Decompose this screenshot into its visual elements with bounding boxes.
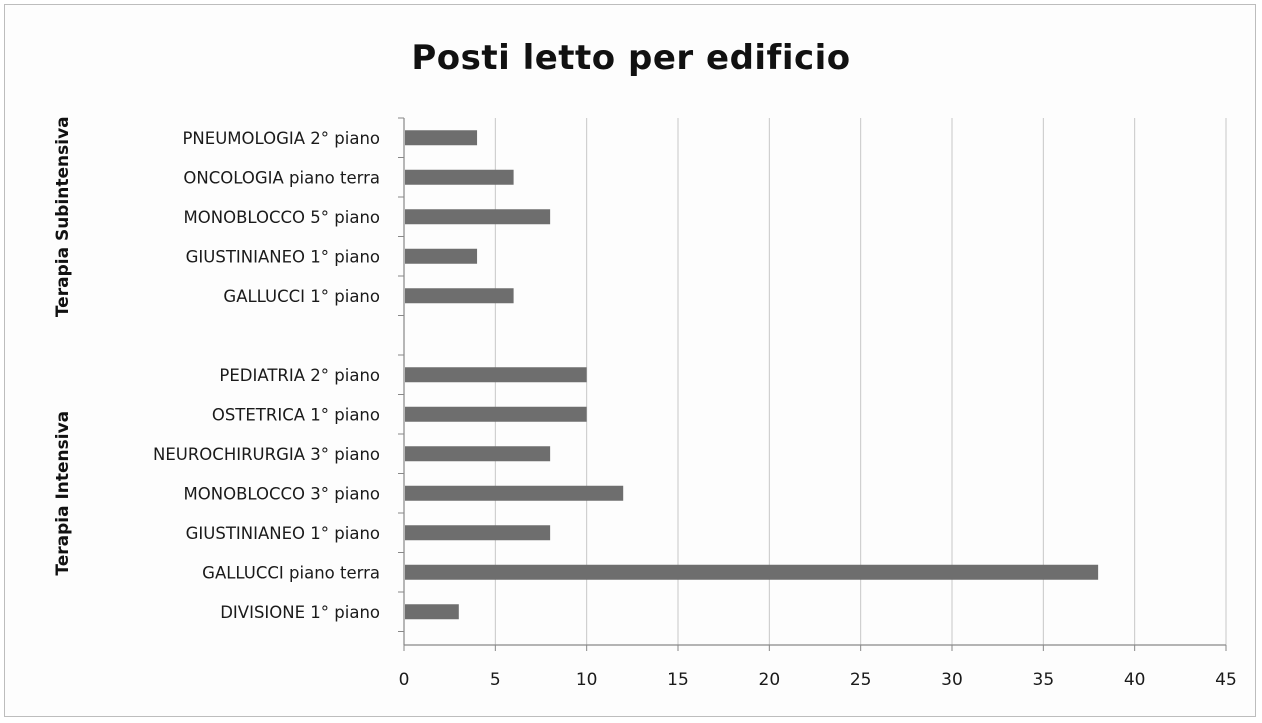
- bar: [405, 525, 551, 541]
- x-tick-label: 5: [490, 670, 501, 690]
- bar: [405, 604, 459, 620]
- x-tick-label: 30: [941, 670, 963, 690]
- x-tick-label: 25: [850, 670, 872, 690]
- category-label: GIUSTINIANEO 1° piano: [186, 247, 380, 266]
- x-tick-label: 20: [759, 670, 781, 690]
- chart-title: Posti letto per edificio: [411, 38, 851, 78]
- x-tick-label: 35: [1033, 670, 1055, 690]
- category-label: DIVISIONE 1° piano: [220, 603, 380, 622]
- bar: [405, 248, 478, 264]
- bar: [405, 406, 587, 422]
- category-label: PNEUMOLOGIA 2° piano: [182, 129, 380, 148]
- chart-frame: [4, 4, 1256, 717]
- group-label: Terapia Subintensiva: [53, 116, 73, 317]
- bar: [405, 485, 624, 501]
- gridlines: [494, 118, 1227, 645]
- category-label: ONCOLOGIA piano terra: [183, 168, 380, 187]
- category-label: MONOBLOCCO 3° piano: [184, 484, 380, 503]
- bar: [405, 209, 551, 225]
- category-label: GIUSTINIANEO 1° piano: [186, 524, 380, 543]
- category-label: OSTETRICA 1° piano: [212, 405, 380, 424]
- x-tick-label: 40: [1124, 670, 1146, 690]
- category-label: GALLUCCI piano terra: [202, 563, 380, 582]
- x-tick-label: 10: [576, 670, 598, 690]
- bar: [405, 446, 551, 462]
- category-label: NEUROCHIRURGIA 3° piano: [153, 445, 380, 464]
- bar: [405, 288, 514, 304]
- category-label: PEDIATRIA 2° piano: [219, 366, 380, 385]
- group-label: Terapia Intensiva: [53, 411, 73, 576]
- bar: [405, 169, 514, 185]
- bars: [405, 130, 1099, 620]
- x-tick-label: 0: [399, 670, 410, 690]
- bar: [405, 564, 1099, 580]
- bar: [405, 367, 587, 383]
- x-tick-label: 45: [1215, 670, 1237, 690]
- x-tick-label: 15: [667, 670, 689, 690]
- labels: 0 5 10 15 20 25 30 35 40 45 PNEUMOLOGIA 2° piano ON…: [53, 116, 1237, 690]
- axes: [398, 117, 1227, 651]
- category-label: GALLUCCI 1° piano: [223, 287, 380, 306]
- category-label: MONOBLOCCO 5° piano: [184, 208, 380, 227]
- bar: [405, 130, 478, 146]
